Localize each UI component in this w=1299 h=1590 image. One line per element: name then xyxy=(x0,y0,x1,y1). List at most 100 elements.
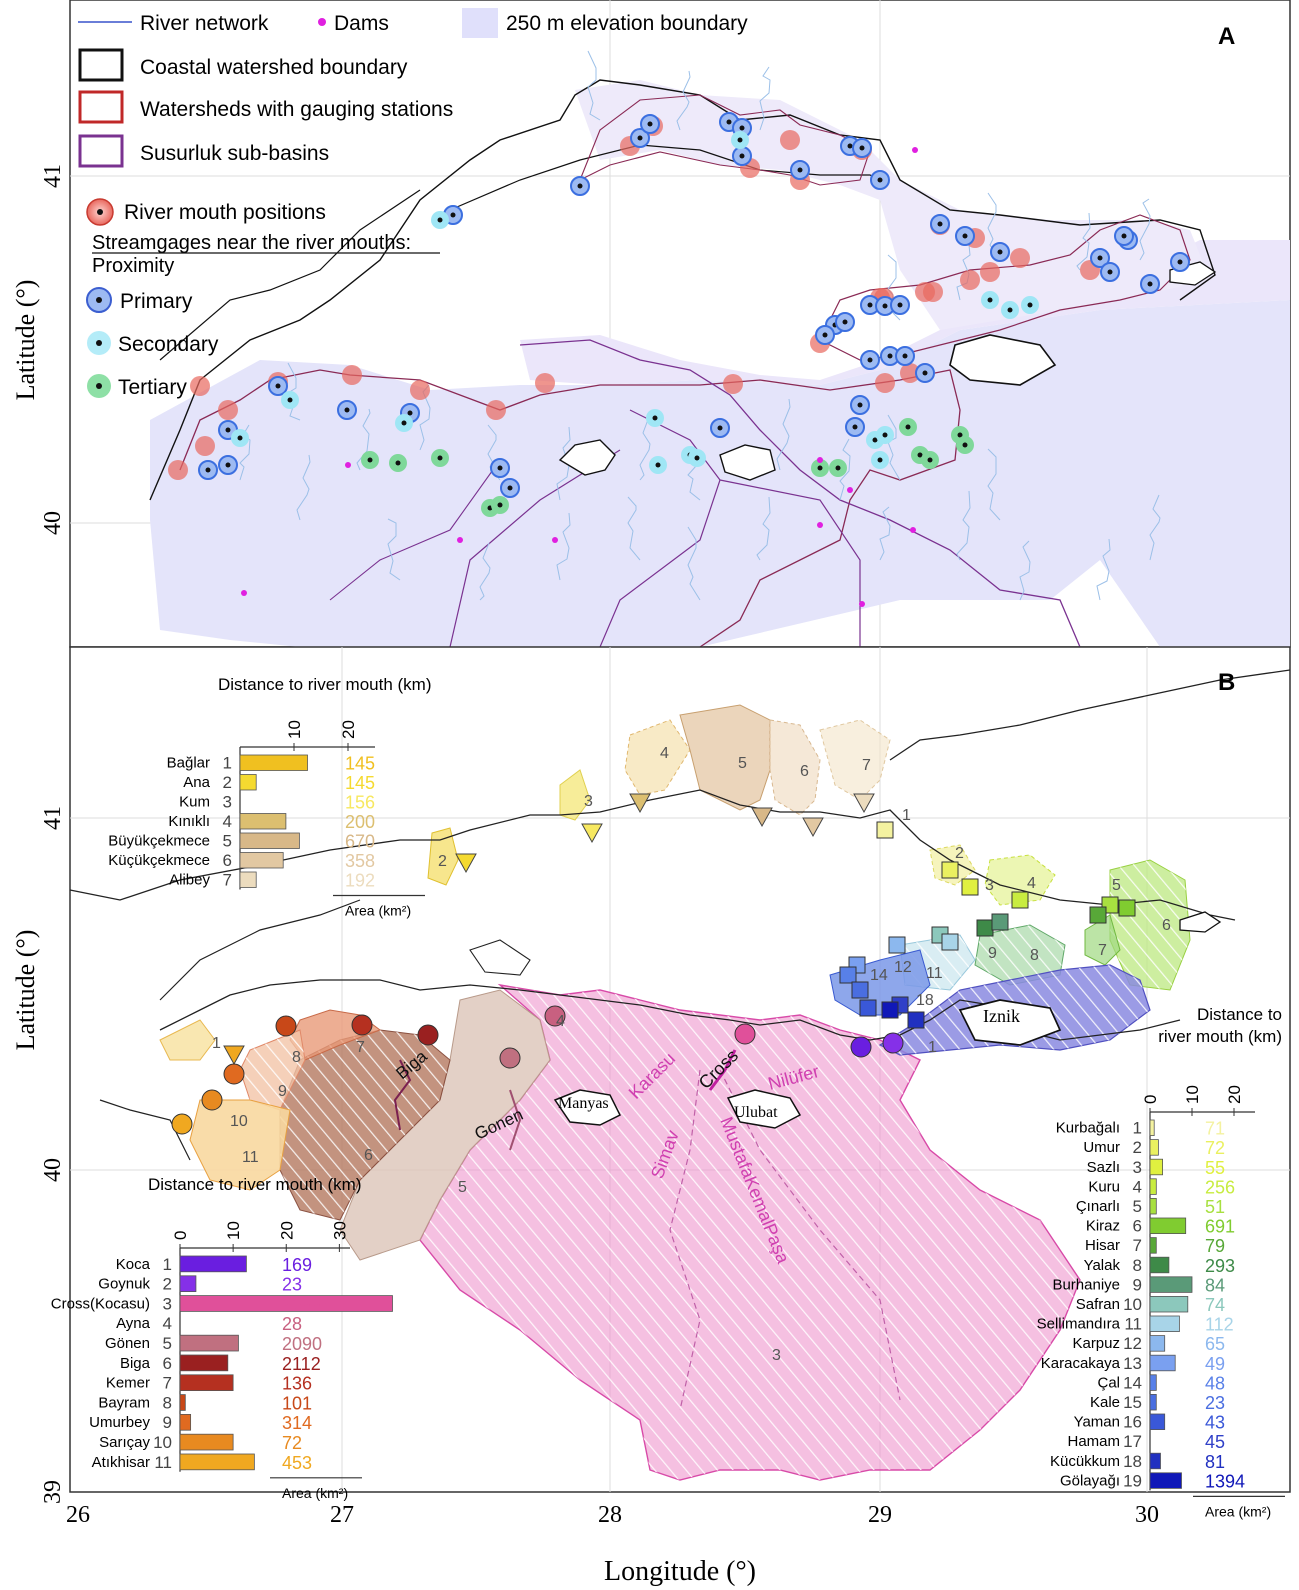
legend-coastal: Coastal watershed boundary xyxy=(140,56,408,79)
lon-tick-28: 28 xyxy=(598,1502,622,1528)
river-mouth-legend-dot xyxy=(97,209,103,215)
inset-area-value: 28 xyxy=(282,1314,302,1334)
gage-dot xyxy=(717,425,723,431)
river-mouth-marker xyxy=(723,374,743,394)
inset-area-value: 48 xyxy=(1205,1373,1225,1393)
inset-tick-label: 20 xyxy=(339,720,358,739)
inset-category-name: Sarıçay xyxy=(99,1434,150,1451)
inset-category-name: Umur xyxy=(1083,1139,1120,1156)
basin-number-k9: 9 xyxy=(988,945,997,962)
inset-category-number: 11 xyxy=(1124,1315,1142,1334)
south-station-circle xyxy=(882,1032,904,1054)
inset-area-value: 23 xyxy=(1205,1393,1225,1413)
river-mouth-marker xyxy=(190,376,210,396)
panel-b-label: B xyxy=(1218,669,1235,696)
buyukcekmece-basin xyxy=(679,704,771,811)
river-segment xyxy=(479,542,491,601)
gallipoli-coast xyxy=(159,899,361,1001)
lat-tick-a-41: 41 xyxy=(40,164,66,188)
river-segment xyxy=(756,496,771,561)
basin-number-k2: 2 xyxy=(955,845,964,862)
inset-bar xyxy=(179,1394,186,1411)
legend-dams: Dams xyxy=(334,12,389,35)
inset-area-value: 453 xyxy=(282,1453,312,1473)
gage-dot xyxy=(739,125,745,131)
inset-category-number: 9 xyxy=(163,1413,172,1432)
river-segment xyxy=(356,408,371,471)
river-segment xyxy=(587,50,601,121)
aegean-coast xyxy=(99,1099,191,1161)
biga-hatch xyxy=(280,1030,450,1220)
inset-category-name: Alibey xyxy=(169,872,210,889)
south-station-circle xyxy=(351,1014,373,1036)
inset-category-name: Kemer xyxy=(106,1375,150,1392)
river-mouth-marker xyxy=(218,400,238,420)
kinikli-basin xyxy=(624,719,691,796)
river-mouth-marker xyxy=(342,365,362,385)
inset-category-number: 5 xyxy=(223,832,232,851)
dam-legend-dot xyxy=(318,18,326,26)
dam-marker xyxy=(847,487,853,493)
lat-tick-b-39: 39 xyxy=(40,1480,66,1504)
river-mouth-marker xyxy=(1010,248,1030,268)
inset-area-value: 81 xyxy=(1205,1452,1225,1472)
inset-area-value: 74 xyxy=(1205,1295,1225,1315)
gage-dot xyxy=(927,457,933,463)
panel-b-markers xyxy=(171,793,1136,1135)
kucukcekmece-basin xyxy=(769,719,821,816)
river-segment xyxy=(879,506,891,561)
yalak-hatch xyxy=(975,925,1065,985)
inset-area-value: 200 xyxy=(345,812,375,832)
gauged-watershed-boundary xyxy=(179,369,961,648)
lon-tick-29: 29 xyxy=(868,1502,892,1528)
inset-area-value: 358 xyxy=(345,851,375,871)
inset-category-number: 18 xyxy=(1123,1452,1142,1471)
river-segment xyxy=(687,526,701,601)
river-mouth-marker xyxy=(535,373,555,393)
kocaeli-station-square xyxy=(839,966,857,984)
inset-area-label: Area (km²) xyxy=(345,903,411,919)
ana-basin xyxy=(427,827,459,886)
south-station-circle xyxy=(499,1047,521,1069)
inset-bar xyxy=(179,1255,247,1273)
gage-dot xyxy=(877,177,883,183)
inset-category-number: 1 xyxy=(1133,1119,1142,1138)
lat-tick-b-40: 40 xyxy=(40,1158,66,1182)
inset-category-number: 8 xyxy=(1133,1256,1142,1275)
gage-dot xyxy=(367,457,373,463)
inset-bar xyxy=(1149,1374,1157,1391)
inset-area-value: 112 xyxy=(1205,1315,1234,1335)
inset-category-name: Goynuk xyxy=(98,1276,150,1293)
cross-river xyxy=(708,1049,737,1091)
inset-area-value: 314 xyxy=(282,1413,312,1433)
lake-manyas-b xyxy=(553,1089,622,1126)
elevation-legend-swatch xyxy=(462,8,498,38)
legend-elevation: 250 m elevation boundary xyxy=(506,12,748,35)
basin-number-7: 7 xyxy=(862,757,871,774)
inset-bar xyxy=(239,813,287,830)
lake-ulubat xyxy=(719,444,776,481)
lake-iznik xyxy=(949,334,1057,386)
river-segment xyxy=(676,70,691,131)
gage-dot xyxy=(652,415,658,421)
river-segment xyxy=(387,518,401,581)
legend-tertiary: Tertiary xyxy=(118,376,187,399)
inset-category-number: 1 xyxy=(223,754,232,773)
gage-dot xyxy=(1027,302,1033,308)
basin-numbers: 4 5 6 7 3 2 1 2 3 4 5 6 7 8 9 12 11 14 1… xyxy=(212,745,1171,1364)
inset-area-value: 43 xyxy=(1205,1413,1225,1433)
lon-tick-27: 27 xyxy=(330,1502,354,1528)
gage-dot xyxy=(867,302,873,308)
kocaeli-station-square xyxy=(851,981,869,999)
gage-dot xyxy=(225,462,231,468)
gage-dot xyxy=(577,183,583,189)
inset-bar xyxy=(1149,1394,1157,1411)
river-segment xyxy=(987,192,1001,261)
gage-dot xyxy=(922,370,928,376)
inset-area-value: 51 xyxy=(1205,1197,1225,1217)
thrace-station-triangle xyxy=(581,823,603,844)
gauged-legend-swatch xyxy=(78,90,124,124)
lon-tick-30: 30 xyxy=(1135,1502,1159,1528)
inset-bar xyxy=(239,774,257,791)
dam-marker xyxy=(817,457,823,463)
